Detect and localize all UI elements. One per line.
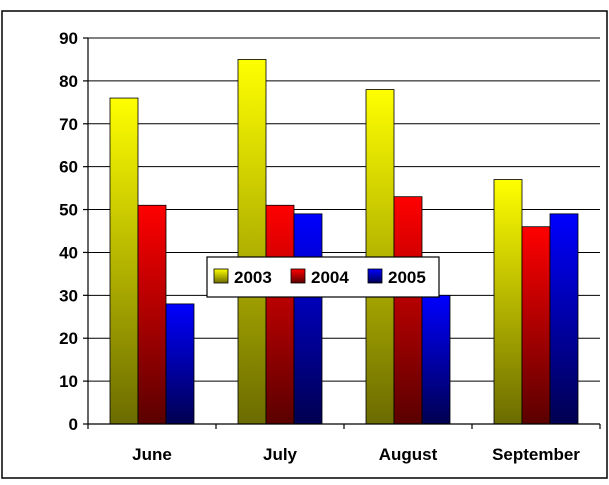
y-tick-label-70: 70 — [59, 115, 78, 134]
y-tick-label-10: 10 — [59, 372, 78, 391]
x-tick-label-september: September — [492, 445, 580, 464]
y-tick-label-20: 20 — [59, 329, 78, 348]
legend-swatch-2005 — [367, 268, 383, 284]
bar-june-2003 — [109, 97, 139, 425]
bar-july-2003 — [237, 59, 267, 425]
x-tick-label-june: June — [132, 445, 172, 464]
x-tick-label-july: July — [263, 445, 298, 464]
bar-june-2004 — [137, 204, 167, 425]
y-tick-label-60: 60 — [59, 158, 78, 177]
y-tick-label-50: 50 — [59, 201, 78, 220]
legend-box — [206, 256, 440, 298]
y-tick-label-30: 30 — [59, 286, 78, 305]
legend-swatch-2003 — [213, 268, 229, 284]
bar-june-2005 — [165, 303, 195, 425]
x-tick-labels: June July August September — [132, 445, 580, 464]
y-tick-label-80: 80 — [59, 72, 78, 91]
y-tick-labels: 0 10 20 30 40 50 60 70 80 90 — [59, 29, 78, 434]
legend-label-2004: 2004 — [311, 268, 349, 287]
bars — [109, 59, 579, 425]
bar-august-2005 — [421, 294, 451, 425]
x-tick-label-august: August — [379, 445, 438, 464]
chart-border — [1, 10, 608, 479]
legend-label-2005: 2005 — [388, 268, 426, 287]
bar-september-2004 — [521, 226, 551, 425]
legend: 2003 2004 2005 — [206, 256, 440, 298]
bar-september-2003 — [493, 179, 523, 425]
y-tick-label-0: 0 — [69, 415, 78, 434]
bar-august-2004 — [393, 196, 423, 425]
y-tick-label-40: 40 — [59, 243, 78, 262]
bar-july-2004 — [265, 204, 295, 425]
axes — [83, 37, 601, 429]
bar-july-2005 — [293, 213, 323, 425]
y-tick-label-90: 90 — [59, 29, 78, 48]
legend-swatch-2004 — [290, 268, 306, 284]
bar-september-2005 — [549, 213, 579, 425]
legend-label-2003: 2003 — [234, 268, 272, 287]
